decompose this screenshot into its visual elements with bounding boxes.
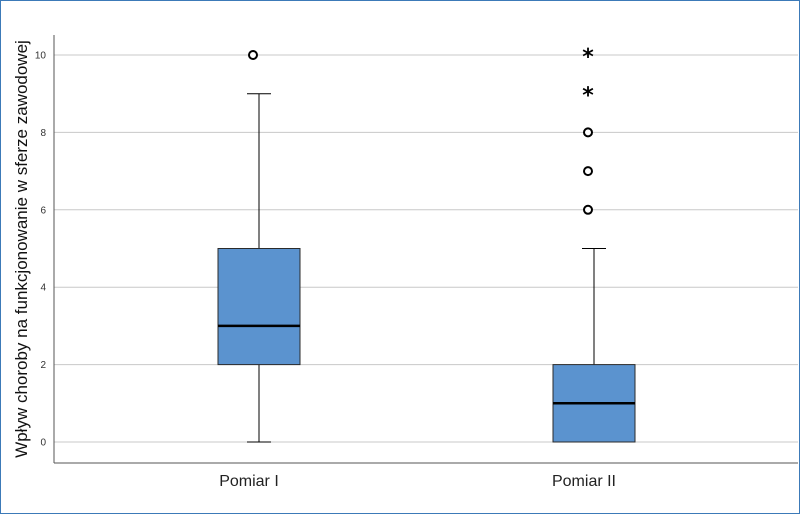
y-tick-label-0: 0 <box>40 438 46 449</box>
labels: Wpływ choroby na funkcjonowanie w sferze… <box>12 40 616 490</box>
box-1-iqr-box <box>217 248 301 366</box>
box-2-extreme-9: * <box>582 84 594 109</box>
x-category-label-1: Pomiar I <box>219 473 279 490</box>
grid-lines <box>54 54 798 443</box>
box-2-outlier-6 <box>583 204 593 215</box>
y-axis-title: Wpływ choroby na funkcjonowanie w sferze… <box>12 40 31 458</box>
y-tick-label-10: 10 <box>35 51 47 62</box>
y-tick-label-8: 8 <box>40 128 46 139</box>
box-2-outlier-7 <box>583 166 593 177</box>
axes <box>53 35 798 464</box>
y-tick-label-6: 6 <box>40 205 46 216</box>
box-2-extreme-10: * <box>582 45 594 70</box>
x-category-label-2: Pomiar II <box>552 473 616 490</box>
boxes: ** <box>217 45 636 443</box>
box-1-outlier-10 <box>248 50 258 60</box>
y-tick-label-2: 2 <box>40 360 46 371</box>
box-2-outlier-8 <box>583 127 593 138</box>
y-tick-label-4: 4 <box>40 283 46 294</box>
